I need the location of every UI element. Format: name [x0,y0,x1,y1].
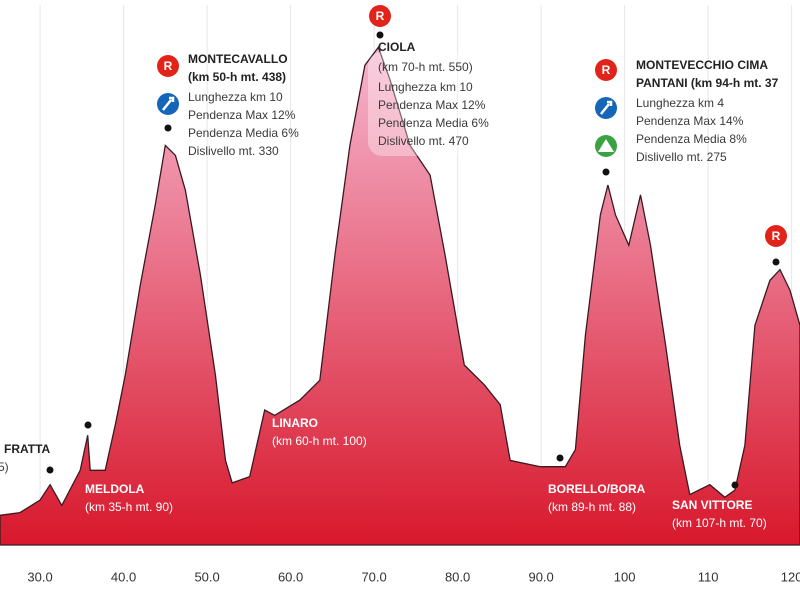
x-tick-label: 50.0 [194,569,219,584]
annotation: Pendenza Max 14% [636,114,744,128]
annotation: MELDOLA [85,482,145,496]
x-tick-label: 100 [614,569,636,584]
annotation: Pendenza Media 6% [188,126,299,140]
dot [84,421,92,429]
annotation: Dislivello mt. 470 [378,134,469,148]
annotation: Pendenza Media 8% [636,132,747,146]
annotation: PANTANI (km 94-h mt. 37 [636,76,779,90]
dot [164,124,172,132]
x-tick-label: 80.0 [445,569,470,584]
wrench [162,96,175,111]
annotation: Lunghezza km 10 [188,90,283,104]
annotation: FRATTA [4,442,51,456]
r-icon [595,59,617,81]
x-tick-label: 60.0 [278,569,303,584]
annotation: MONTEVECCHIO CIMA [636,58,768,72]
annotation: Pendenza Media 6% [378,116,489,130]
dot [731,481,739,489]
r-icon-letter: R [164,59,173,73]
annotation: (km 107-h mt. 70) [672,516,767,530]
label-box [368,52,478,156]
x-tick-label: 90.0 [528,569,553,584]
markers [46,31,780,489]
annotation: (km 35-h mt. 90) [85,500,173,514]
annotation: Dislivello mt. 330 [188,144,279,158]
r-icon-letter: R [772,229,781,243]
elevation-area [0,45,800,546]
wrench [600,100,613,115]
annotation: 5) [0,460,9,474]
icons: R R R R [157,5,787,247]
r-icon [157,55,179,77]
x-tick-label: 40.0 [111,569,136,584]
annotations: MONTECAVALLO (km 50-h mt. 438) Lunghezza… [0,40,779,530]
r-icon [765,225,787,247]
x-tick-label: 110 [698,569,719,584]
dot [376,31,384,39]
x-tick-label: 30.0 [27,569,52,584]
r-icon-letter: R [376,9,385,23]
r-icon-letter: R [602,63,611,77]
annotation: (km 60-h mt. 100) [272,434,367,448]
dot [772,258,780,266]
annotation: (km 50-h mt. 438) [188,70,286,84]
r-icon [369,5,391,27]
annotation: MONTECAVALLO [188,52,288,66]
annotation: Lunghezza km 10 [378,80,473,94]
plot [0,5,800,546]
annotation: (km 89-h mt. 88) [548,500,636,514]
annotation: Pendenza Max 12% [378,98,486,112]
mountain [598,139,614,152]
annotation: LINARO [272,416,318,430]
x-tick-label: 120 [781,569,800,584]
annotation: Pendenza Max 12% [188,108,296,122]
dot [602,168,610,176]
x-tick-label: 70.0 [361,569,386,584]
dot [46,466,54,474]
annotation: SAN VITTORE [672,498,752,512]
dot [556,454,564,462]
annotation: Dislivello mt. 275 [636,150,727,164]
annotation: Lunghezza km 4 [636,96,724,110]
annotation: BORELLO/BORA [548,482,646,496]
annotation: CIOLA [378,40,416,54]
annotation: (km 70-h mt. 550) [378,60,473,74]
